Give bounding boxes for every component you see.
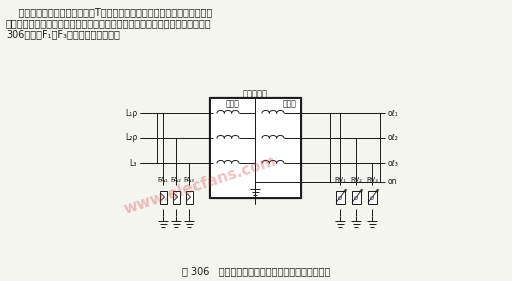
Bar: [210, 98, 255, 197]
Text: on: on: [388, 178, 397, 187]
Text: 配电变压器: 配电变压器: [243, 90, 267, 99]
Text: FA₁: FA₁: [158, 177, 168, 183]
Bar: [335, 191, 345, 203]
Text: oℓ₃: oℓ₃: [388, 158, 399, 167]
Bar: [368, 191, 376, 203]
Text: oℓ₁: oℓ₁: [388, 108, 399, 117]
Text: 图 306   电压敏电阵器对配电变压器低压侧防雷电路: 图 306 电压敏电阵器对配电变压器低压侧防雷电路: [182, 266, 330, 276]
Text: FA₂: FA₂: [170, 177, 181, 183]
Text: U: U: [370, 196, 374, 201]
Text: RV₂: RV₂: [350, 177, 362, 183]
Text: U: U: [354, 196, 358, 201]
Bar: [352, 191, 360, 203]
Text: www.elecfans.com: www.elecfans.com: [122, 153, 278, 217]
Bar: [209, 97, 301, 198]
Bar: [173, 191, 180, 203]
Text: 电气设备过压而损坏，也可避免低压侧雷电击穿变压器绝缘层事故的发生。如图: 电气设备过压而损坏，也可避免低压侧雷电击穿变压器绝缘层事故的发生。如图: [6, 18, 211, 28]
Text: 低压侧: 低压侧: [283, 99, 296, 108]
Text: FA₃: FA₃: [184, 177, 195, 183]
Text: oℓ₂: oℓ₂: [388, 133, 399, 142]
Text: 高压侧: 高压侧: [226, 99, 240, 108]
Bar: [160, 191, 166, 203]
Text: L₁ρ: L₁ρ: [125, 108, 137, 117]
Bar: [255, 98, 300, 197]
Bar: [185, 191, 193, 203]
Text: 这种接法可以避免配电变压器T的高压侧雷电感应到变压器低压侧，使用户: 这种接法可以避免配电变压器T的高压侧雷电感应到变压器低压侧，使用户: [6, 7, 212, 17]
Text: L₂ρ: L₂ρ: [125, 133, 137, 142]
Text: 306所示。F₁～F₃为高压阀式避雷器。: 306所示。F₁～F₃为高压阀式避雷器。: [6, 29, 120, 39]
Text: RV₁: RV₁: [334, 177, 346, 183]
Text: U: U: [338, 196, 342, 201]
Text: RV₃: RV₃: [366, 177, 378, 183]
Text: L₃: L₃: [130, 158, 137, 167]
